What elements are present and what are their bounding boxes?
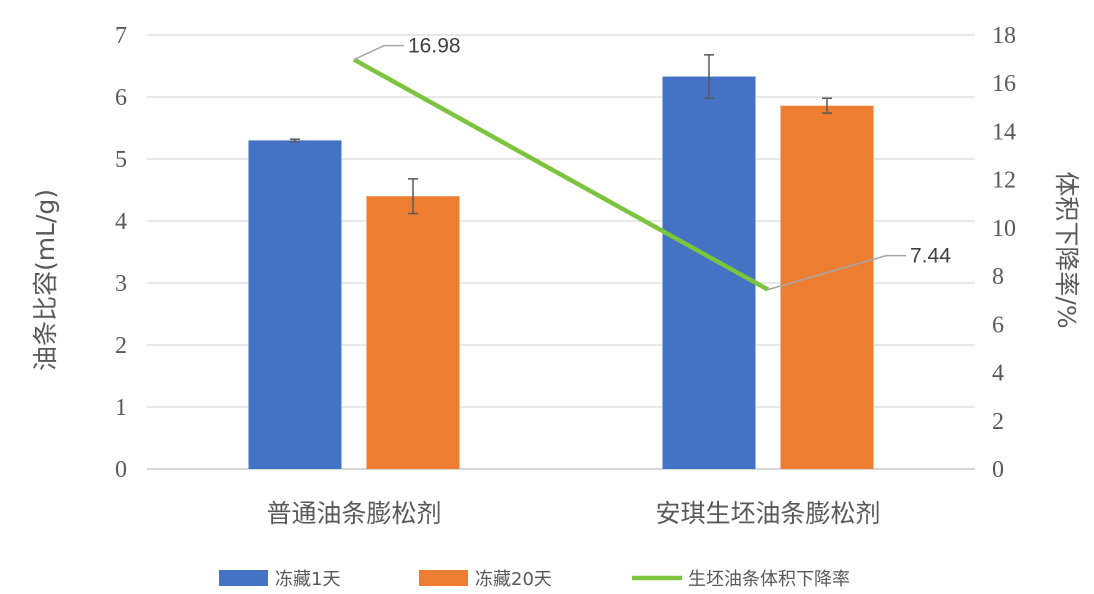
legend-item: 冻藏20天 xyxy=(419,569,552,590)
error-bar xyxy=(290,138,300,143)
y-tick-label: 1 xyxy=(115,395,127,421)
y2-tick-label: 0 xyxy=(992,457,1004,483)
data-label: 16.98 xyxy=(408,35,461,58)
legend-label: 冻藏20天 xyxy=(475,569,552,590)
category-labels: 普通油条膨松剂 安琪生坯油条膨松剂 xyxy=(266,499,880,528)
legend-item: 冻藏1天 xyxy=(219,569,340,590)
bars xyxy=(248,76,874,470)
y-tick-label: 4 xyxy=(115,209,127,235)
y2-tick-label: 2 xyxy=(992,409,1004,435)
y-tick-label: 5 xyxy=(115,147,127,173)
y-tick-label: 6 xyxy=(115,85,127,111)
data-label-leader xyxy=(353,44,404,61)
bar xyxy=(780,105,874,470)
error-bar xyxy=(704,54,714,99)
y-axis-ticks: 0 1 2 3 4 5 6 7 xyxy=(115,23,127,483)
data-label-leader xyxy=(767,254,906,291)
error-bars xyxy=(290,54,832,215)
legend: 冻藏1天 冻藏20天 生坯油条体积下降率 xyxy=(219,569,850,590)
line-path xyxy=(352,57,770,292)
y2-tick-label: 12 xyxy=(992,168,1016,194)
y2-axis-title: 体积下降率/% xyxy=(1052,171,1081,328)
y2-tick-label: 10 xyxy=(992,216,1016,242)
category-label: 安琪生坯油条膨松剂 xyxy=(655,499,880,528)
legend-item: 生坯油条体积下降率 xyxy=(632,569,850,590)
error-bar xyxy=(408,178,418,215)
category-label: 普通油条膨松剂 xyxy=(266,499,441,528)
legend-swatch xyxy=(219,570,268,586)
y-axis-title: 油条比容(mL/g) xyxy=(31,189,60,371)
y2-tick-label: 14 xyxy=(992,119,1016,145)
error-bar xyxy=(822,97,832,114)
y-tick-label: 7 xyxy=(115,23,127,49)
legend-swatch xyxy=(419,570,468,586)
y2-tick-label: 16 xyxy=(992,71,1016,97)
y2-axis-ticks: 0 2 4 6 8 10 12 14 16 18 xyxy=(992,23,1016,483)
bar xyxy=(248,140,342,469)
line-series: 16.98 7.44 xyxy=(352,35,951,292)
y-tick-label: 2 xyxy=(115,333,127,359)
y-tick-label: 3 xyxy=(115,271,127,297)
bar xyxy=(366,196,460,469)
y2-tick-label: 6 xyxy=(992,312,1004,338)
data-label: 7.44 xyxy=(910,245,951,268)
y2-tick-label: 18 xyxy=(992,23,1016,49)
legend-label: 冻藏1天 xyxy=(275,569,340,590)
y2-tick-label: 8 xyxy=(992,264,1004,290)
y-tick-label: 0 xyxy=(115,457,127,483)
legend-label: 生坯油条体积下降率 xyxy=(688,569,850,590)
y2-tick-label: 4 xyxy=(992,361,1004,387)
